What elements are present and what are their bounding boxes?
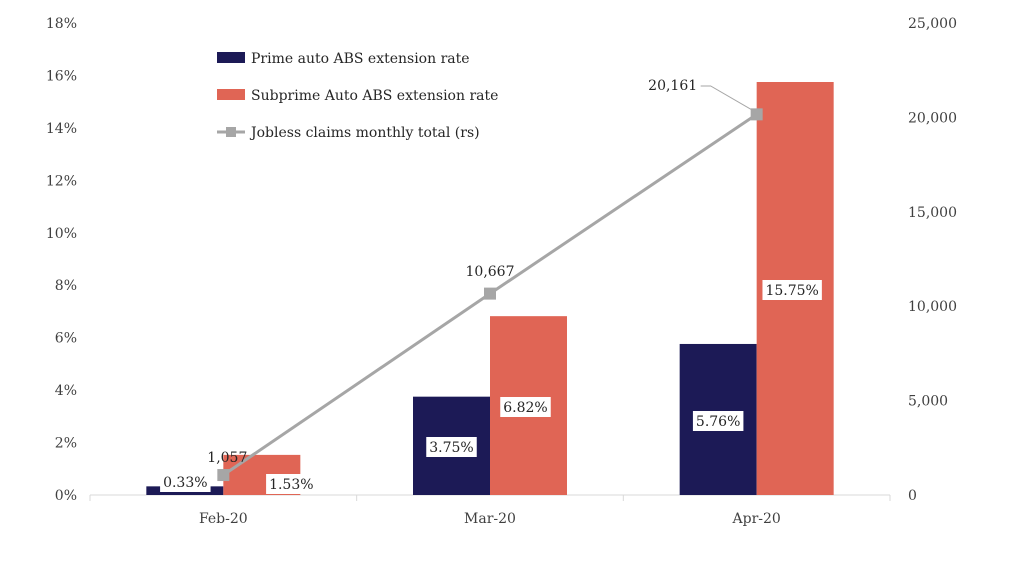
- jobless-claims-marker-apr-20: [750, 108, 763, 121]
- legend-swatch: [217, 89, 245, 100]
- left-tick-label: 10%: [46, 226, 77, 242]
- jobless-claims-marker-feb-20: [217, 469, 230, 482]
- legend-label: Prime auto ABS extension rate: [251, 51, 470, 67]
- left-tick-label: 4%: [55, 383, 77, 399]
- subprime-data-label-feb-20-text: 1.53%: [269, 477, 313, 493]
- jobless-claims-label-mar-20: 10,667: [466, 264, 515, 280]
- left-tick-label: 6%: [55, 331, 77, 347]
- left-tick-label: 2%: [55, 436, 77, 452]
- left-tick-label: 12%: [46, 173, 77, 189]
- legend: Prime auto ABS extension rate Subprime Au…: [217, 51, 498, 141]
- jobless-claims-line: 1,057 10,667 20,161: [207, 78, 763, 482]
- prime-data-label-mar-20-text: 3.75%: [429, 440, 473, 456]
- subprime-data-label-apr-20: 15.75%: [762, 280, 822, 300]
- prime-data-label-apr-20-box: [692, 411, 744, 431]
- jobless-claims-label-apr-20: 20,161: [648, 78, 697, 94]
- right-y-axis: 0 5,000 10,000 15,000 20,000 25,000: [908, 16, 957, 504]
- x-tick-label-mar-20: Mar-20: [464, 511, 516, 527]
- prime-data-label-apr-20: 5.76%: [692, 411, 744, 431]
- subprime-data-label-apr-20-text: 15.75%: [765, 283, 818, 299]
- right-tick-label: 10,000: [908, 299, 957, 315]
- prime-data-label-feb-20: 0.33%: [160, 472, 211, 492]
- left-tick-label: 14%: [46, 121, 77, 137]
- legend-item-jobless-claims-monthly-total-rs: Jobless claims monthly total (rs): [217, 125, 480, 141]
- legend-label: Jobless claims monthly total (rs): [249, 125, 480, 141]
- jobless-claims-leader-line: [700, 85, 753, 111]
- left-tick-label: 0%: [55, 488, 77, 504]
- x-tick-label-apr-20: Apr-20: [732, 511, 781, 527]
- subprime-data-label-mar-20-text: 6.82%: [503, 400, 547, 416]
- left-tick-label: 18%: [46, 16, 77, 32]
- right-tick-label: 5,000: [908, 394, 948, 410]
- data-labels: 0.33% 3.75% 5.76% 1.53% 6.82% 15.75%: [160, 280, 822, 494]
- x-tick-label-feb-20: Feb-20: [199, 511, 248, 527]
- prime-data-label-mar-20-box: [426, 437, 477, 457]
- jobless-claims-label-feb-20: 1,057: [207, 450, 247, 466]
- legend-swatch: [217, 52, 245, 63]
- prime-data-label-feb-20-box: [160, 472, 211, 492]
- prime-data-label-feb-20-text: 0.33%: [163, 475, 207, 491]
- legend-item-prime-auto-abs-extension-rate: Prime auto ABS extension rate: [217, 51, 470, 67]
- legend-marker: [226, 127, 236, 137]
- subprime-data-label-feb-20-box: [266, 474, 317, 494]
- right-tick-label: 15,000: [908, 205, 957, 221]
- subprime-data-label-mar-20: 6.82%: [500, 397, 551, 417]
- right-tick-label: 20,000: [908, 110, 957, 126]
- x-axis: Feb-20 Mar-20 Apr-20: [89, 494, 891, 527]
- left-y-axis: 0% 2% 4% 6% 8% 10% 12% 14% 16% 18%: [46, 16, 77, 504]
- subprime-data-label-apr-20-box: [762, 280, 822, 300]
- legend-item-subprime-auto-abs-extension-rate: Subprime Auto ABS extension rate: [217, 88, 498, 104]
- left-tick-label: 8%: [55, 278, 77, 294]
- jobless-claims-marker-mar-20: [484, 287, 496, 300]
- prime-data-label-apr-20-text: 5.76%: [696, 414, 740, 430]
- subprime-data-label-feb-20: 1.53%: [266, 474, 317, 494]
- subprime-data-label-mar-20-box: [500, 397, 551, 417]
- left-tick-label: 16%: [46, 68, 77, 84]
- right-tick-label: 25,000: [908, 16, 957, 32]
- prime-data-label-mar-20: 3.75%: [426, 437, 477, 457]
- right-tick-label: 0: [908, 488, 917, 504]
- legend-label: Subprime Auto ABS extension rate: [251, 88, 498, 104]
